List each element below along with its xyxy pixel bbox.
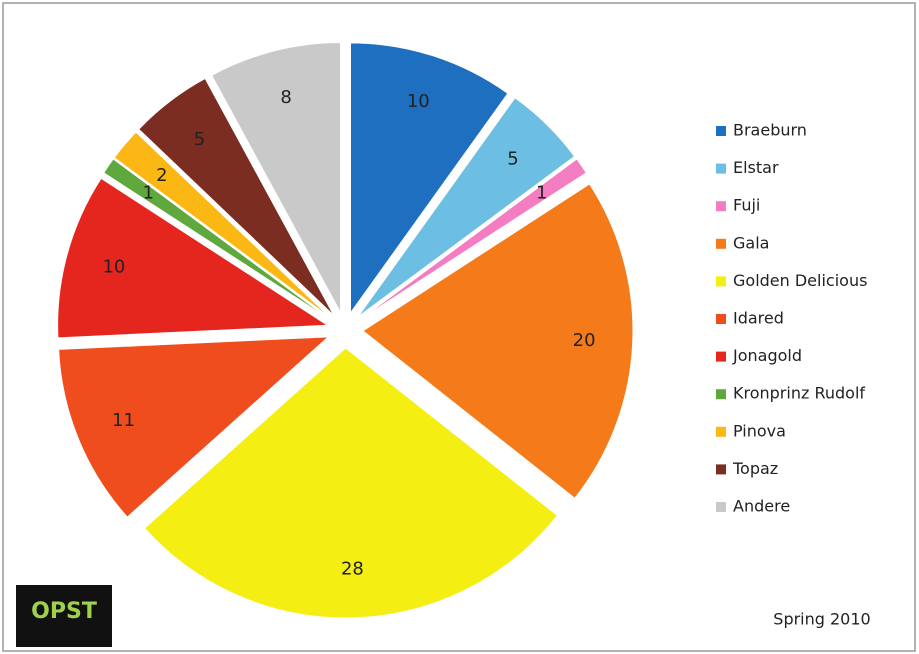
chart: OPST Spring 2010 1051202811101258Braebur… bbox=[0, 0, 919, 654]
data-label: 5 bbox=[194, 129, 205, 150]
legend-label: Elstar bbox=[733, 158, 779, 177]
legend-label: Golden Delicious bbox=[733, 271, 867, 290]
legend-label: Andere bbox=[733, 497, 790, 516]
data-label: 10 bbox=[102, 256, 125, 277]
data-label: 1 bbox=[536, 183, 547, 204]
data-label: 2 bbox=[156, 165, 167, 186]
legend-label: Braeburn bbox=[733, 121, 807, 140]
legend-label: Fuji bbox=[733, 196, 760, 215]
legend-label: Topaz bbox=[732, 459, 778, 478]
legend-swatch bbox=[716, 164, 726, 174]
data-label: 20 bbox=[573, 330, 596, 351]
data-label: 28 bbox=[341, 558, 364, 579]
legend-label: Pinova bbox=[733, 421, 786, 440]
legend-swatch bbox=[716, 276, 726, 286]
legend-swatch bbox=[716, 352, 726, 362]
legend-label: Gala bbox=[733, 233, 769, 252]
data-label: 5 bbox=[507, 148, 518, 169]
legend-swatch bbox=[716, 239, 726, 249]
legend-swatch bbox=[716, 201, 726, 211]
legend-label: Kronprinz Rudolf bbox=[733, 384, 865, 403]
data-label: 10 bbox=[407, 91, 430, 112]
legend-swatch bbox=[716, 126, 726, 136]
legend-swatch bbox=[716, 464, 726, 474]
legend-label: Jonagold bbox=[732, 346, 802, 365]
legend-swatch bbox=[716, 427, 726, 437]
legend-swatch bbox=[716, 389, 726, 399]
legend-label: Idared bbox=[733, 309, 784, 328]
data-label: 8 bbox=[280, 87, 291, 108]
legend-swatch bbox=[716, 314, 726, 324]
legend-swatch bbox=[716, 502, 726, 512]
logo: OPST bbox=[31, 599, 97, 624]
data-label: 11 bbox=[112, 410, 135, 431]
annotation: Spring 2010 bbox=[773, 610, 870, 629]
